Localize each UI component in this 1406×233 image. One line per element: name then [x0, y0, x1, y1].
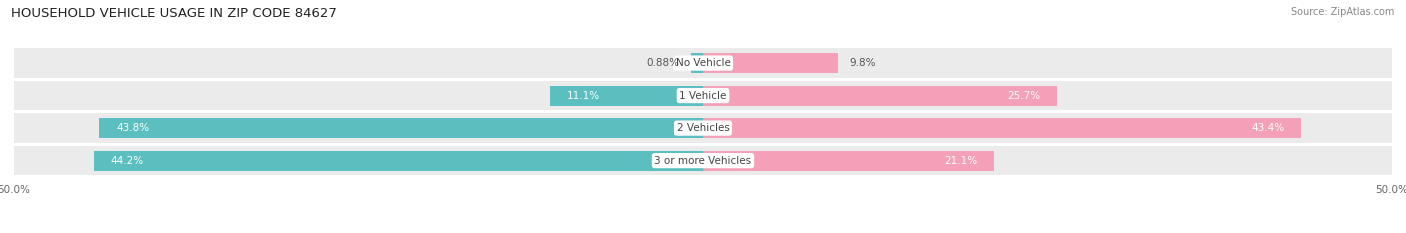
Text: 1 Vehicle: 1 Vehicle — [679, 91, 727, 101]
Bar — [14, 113, 1392, 143]
Text: No Vehicle: No Vehicle — [675, 58, 731, 68]
Bar — [14, 48, 1392, 78]
Text: 3 or more Vehicles: 3 or more Vehicles — [654, 156, 752, 166]
Bar — [703, 151, 994, 171]
Text: 43.4%: 43.4% — [1251, 123, 1285, 133]
Bar — [690, 53, 703, 73]
Bar — [703, 118, 1301, 138]
Text: 0.88%: 0.88% — [647, 58, 681, 68]
Bar — [703, 86, 1057, 106]
Bar — [703, 53, 838, 73]
Bar — [100, 118, 703, 138]
Text: 43.8%: 43.8% — [117, 123, 149, 133]
Bar — [94, 151, 703, 171]
Text: 25.7%: 25.7% — [1008, 91, 1040, 101]
Text: Source: ZipAtlas.com: Source: ZipAtlas.com — [1291, 7, 1395, 17]
Bar — [550, 86, 703, 106]
Text: 9.8%: 9.8% — [849, 58, 876, 68]
Text: 21.1%: 21.1% — [943, 156, 977, 166]
Bar — [14, 146, 1392, 175]
Text: 44.2%: 44.2% — [111, 156, 143, 166]
Text: 11.1%: 11.1% — [567, 91, 600, 101]
Bar — [14, 81, 1392, 110]
Text: HOUSEHOLD VEHICLE USAGE IN ZIP CODE 84627: HOUSEHOLD VEHICLE USAGE IN ZIP CODE 8462… — [11, 7, 337, 20]
Text: 2 Vehicles: 2 Vehicles — [676, 123, 730, 133]
